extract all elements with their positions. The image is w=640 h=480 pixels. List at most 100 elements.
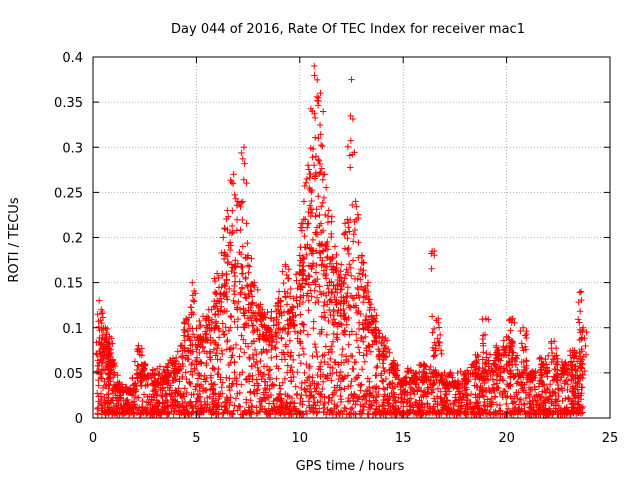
data-point (316, 160, 324, 168)
data-point (575, 298, 582, 306)
data-point (522, 346, 530, 353)
data-point (210, 403, 217, 410)
data-point (315, 157, 323, 165)
data-point (187, 368, 195, 375)
data-point (305, 220, 312, 227)
data-point (549, 356, 557, 363)
data-point (213, 290, 220, 297)
data-point (231, 359, 238, 366)
data-point (503, 343, 510, 351)
data-point (208, 381, 215, 388)
data-point (202, 336, 210, 343)
data-point (351, 226, 359, 234)
data-point (339, 345, 346, 353)
data-point (114, 406, 122, 413)
x-tick-label: 25 (602, 431, 619, 446)
data-point (356, 349, 363, 356)
data-point (355, 372, 362, 379)
data-point (281, 356, 289, 363)
data-point (378, 410, 385, 417)
data-point (236, 353, 243, 360)
data-point (238, 411, 246, 418)
data-point (442, 373, 450, 381)
data-point-peak (151, 378, 159, 386)
data-point (227, 345, 234, 353)
data-point (246, 389, 254, 396)
data-point (288, 363, 295, 371)
data-point (193, 325, 200, 332)
data-point (318, 326, 325, 333)
data-point (303, 276, 310, 283)
data-point (351, 218, 358, 226)
data-point (179, 373, 186, 381)
data-point (133, 366, 141, 374)
data-point (185, 320, 192, 328)
data-point (538, 393, 545, 400)
data-point (300, 327, 308, 334)
data-point (334, 289, 341, 296)
data-point (191, 298, 198, 305)
data-point (380, 352, 388, 359)
data-point (236, 278, 243, 285)
data-point (228, 261, 236, 268)
data-point (479, 342, 487, 349)
data-point (583, 328, 590, 336)
data-point (346, 331, 353, 338)
data-point (310, 404, 317, 411)
data-point (360, 403, 367, 410)
data-point (96, 327, 103, 334)
data-point (509, 338, 517, 346)
data-point (302, 387, 309, 395)
data-point (467, 399, 474, 406)
data-point (251, 327, 258, 334)
data-point (238, 381, 245, 388)
data-point (432, 341, 440, 349)
data-point-peak (197, 333, 204, 340)
data-point (436, 338, 443, 346)
data-point (138, 368, 145, 376)
data-point (326, 279, 333, 286)
data-point (297, 328, 304, 336)
data-point (177, 353, 185, 360)
data-point (235, 403, 242, 410)
data-point (236, 389, 243, 397)
data-point (146, 393, 153, 400)
data-point (313, 410, 320, 417)
data-point (504, 405, 512, 412)
data-point (342, 353, 350, 360)
data-point-peak (300, 198, 308, 205)
data-point (485, 410, 493, 417)
data-point (475, 402, 482, 409)
data-point (372, 332, 379, 339)
data-point (174, 348, 181, 355)
data-point (354, 394, 362, 402)
data-point-peak (352, 198, 359, 205)
data-point (268, 315, 275, 322)
data-point (307, 382, 314, 389)
data-point (160, 378, 168, 385)
data-point (461, 384, 468, 392)
data-point (514, 366, 521, 374)
data-point (523, 364, 530, 372)
data-point (194, 375, 202, 382)
data-point (142, 376, 150, 383)
data-point (548, 398, 555, 405)
data-point (431, 351, 439, 359)
data-point-peak (230, 171, 237, 178)
data-point (194, 337, 202, 344)
data-point (98, 396, 106, 404)
data-point (253, 380, 261, 387)
data-point (420, 376, 428, 383)
data-point (231, 318, 238, 325)
data-point (535, 406, 542, 414)
data-point (306, 402, 313, 409)
data-point-peak (265, 324, 272, 331)
data-point (524, 376, 532, 383)
data-point (430, 353, 437, 360)
data-point (188, 359, 196, 367)
data-point (522, 343, 529, 351)
x-tick-label: 0 (89, 431, 97, 446)
data-point (211, 326, 218, 334)
data-point (364, 324, 371, 331)
data-point (518, 340, 525, 347)
